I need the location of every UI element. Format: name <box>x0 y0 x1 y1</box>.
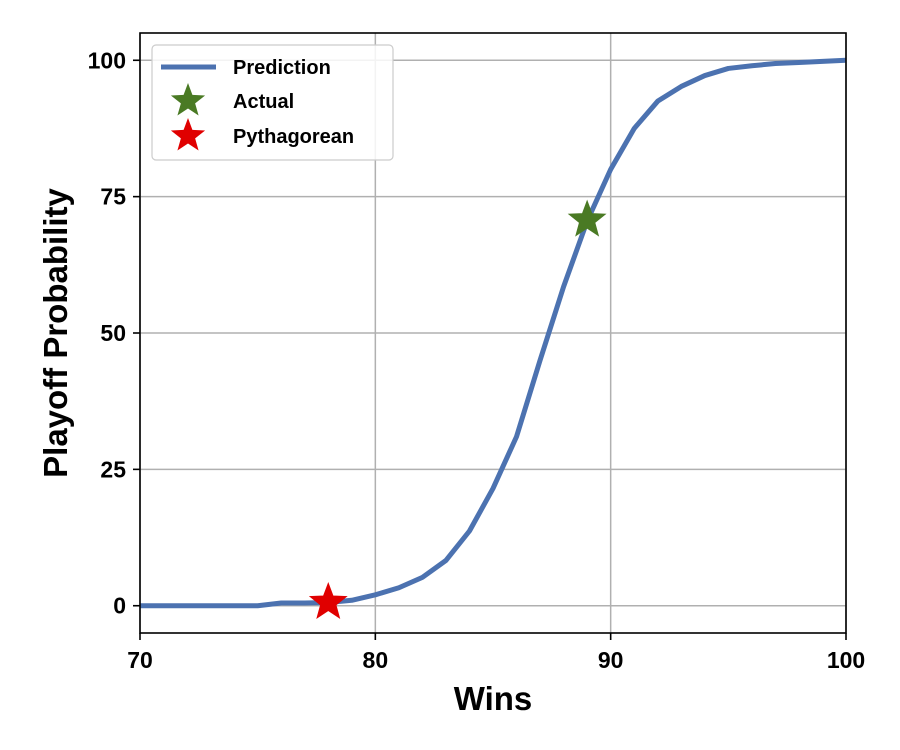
series-layer <box>140 57 847 609</box>
legend-star-swatch <box>170 118 206 151</box>
y-tick-label: 100 <box>88 47 126 73</box>
legend-label: Prediction <box>233 57 331 79</box>
legend-star-swatch <box>170 83 206 116</box>
x-axis-title: Wins <box>454 680 533 717</box>
legend-label: Actual <box>233 91 294 113</box>
legend-label: Pythagorean <box>233 126 354 148</box>
x-tick-label: 80 <box>363 647 389 673</box>
prediction-line <box>140 57 847 609</box>
y-tick-label: 25 <box>100 456 126 482</box>
marker-layer <box>308 199 607 619</box>
y-tick-label: 50 <box>100 320 126 346</box>
x-tick-label: 90 <box>598 647 624 673</box>
y-axis-title: Playoff Probability <box>37 187 74 477</box>
legend-box <box>151 44 394 161</box>
actual-star-marker <box>567 199 607 237</box>
legend: Prediction Actual Pythagorean <box>151 44 394 161</box>
pythagorean-star-marker <box>308 582 348 619</box>
x-tick-label: 100 <box>827 647 865 673</box>
x-tick-label: 70 <box>127 647 153 673</box>
y-tick-label: 75 <box>100 184 126 210</box>
ticks <box>133 59 847 640</box>
y-tick-label: 0 <box>113 593 126 619</box>
tick-labels: 70 80 90 100 0 25 50 75 100 <box>88 47 866 673</box>
